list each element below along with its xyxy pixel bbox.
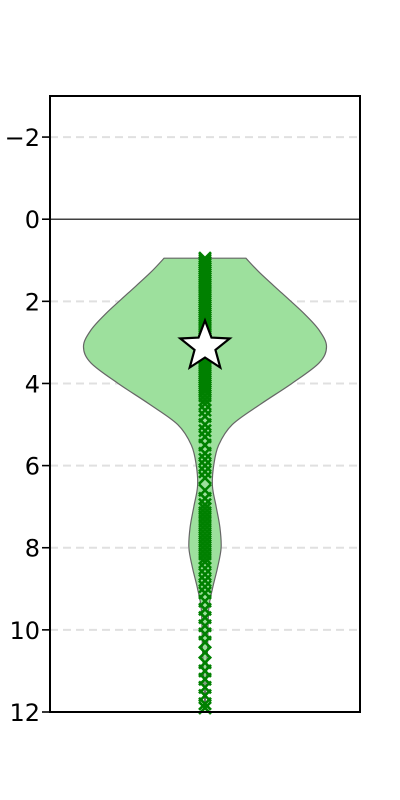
data-point <box>198 392 212 407</box>
data-point <box>198 555 212 570</box>
data-point <box>198 561 212 576</box>
y-tick-label: −2 <box>5 124 40 152</box>
plot-frame <box>49 95 361 713</box>
data-point <box>198 458 212 473</box>
data-point <box>198 551 212 565</box>
data-point <box>198 378 212 393</box>
data-point <box>198 645 212 660</box>
data-point <box>198 635 212 650</box>
data-point <box>198 397 212 411</box>
y-tick-label: 6 <box>25 453 40 481</box>
y-tick-label: 8 <box>25 535 40 563</box>
data-point <box>198 696 212 711</box>
data-point <box>198 382 212 397</box>
data-point <box>198 417 212 432</box>
data-point <box>198 579 212 594</box>
data-point <box>198 446 212 461</box>
data-point <box>198 491 212 506</box>
y-tick-label: 2 <box>25 288 40 316</box>
data-point <box>198 567 212 582</box>
data-points <box>198 251 212 715</box>
y-tick-label: 12 <box>9 699 40 727</box>
data-point <box>198 452 212 467</box>
y-tick-label: 0 <box>25 206 40 234</box>
data-point <box>198 403 212 418</box>
y-axis: −2 0 2 4 6 8 10 12 <box>5 124 50 727</box>
data-point <box>198 471 212 485</box>
data-point <box>198 423 212 438</box>
y-tick-label: 10 <box>9 617 40 645</box>
data-point <box>198 573 212 588</box>
data-point <box>198 464 212 479</box>
mean-star-marker <box>177 317 233 371</box>
y-tick-label: 4 <box>25 370 40 398</box>
